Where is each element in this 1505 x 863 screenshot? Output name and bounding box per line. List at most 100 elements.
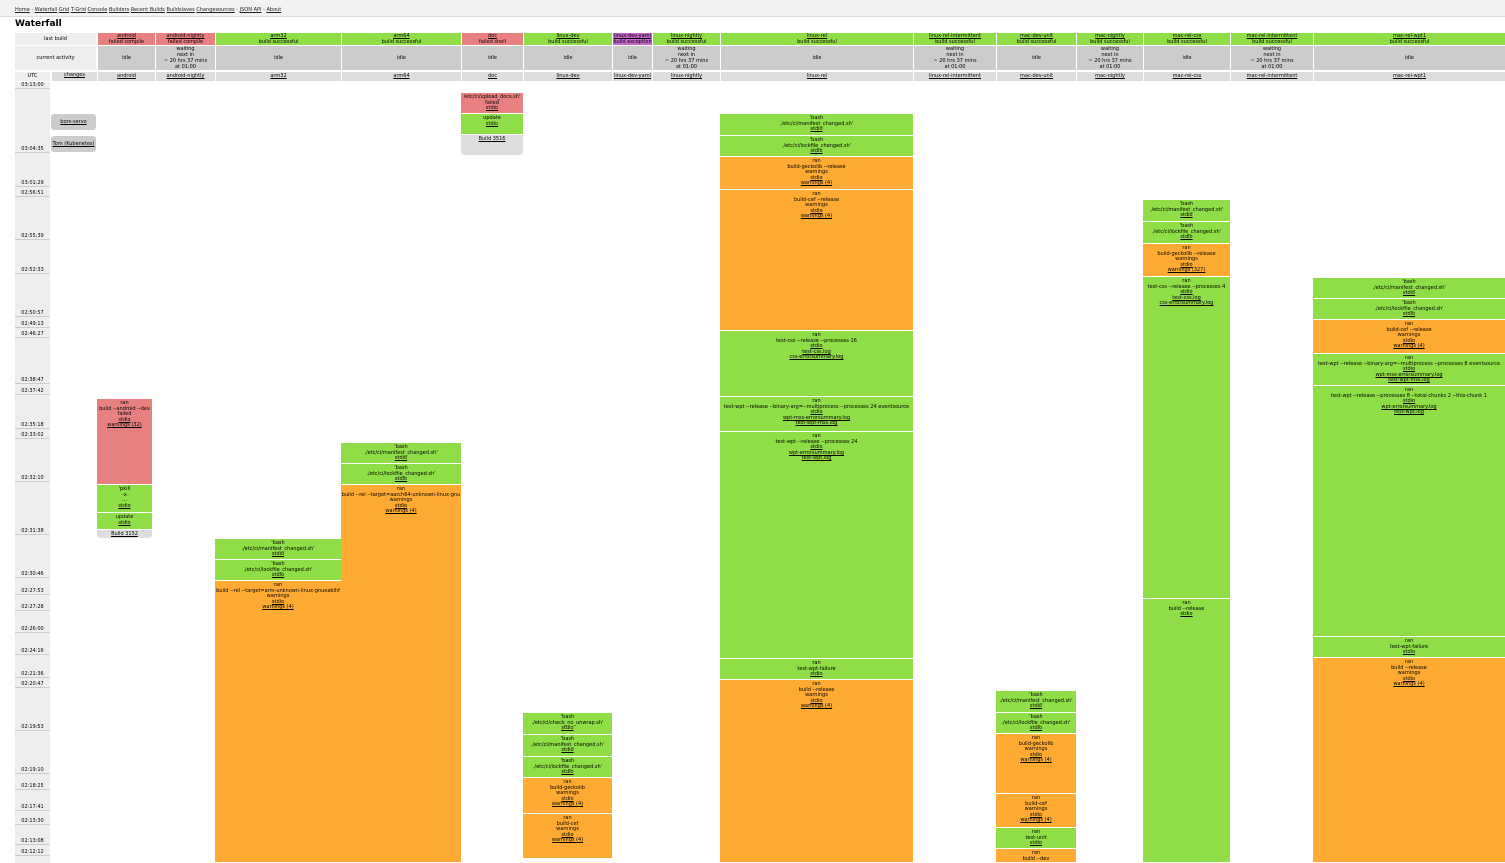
- builder-name-linux-nightly[interactable]: linux-nightly: [652, 72, 720, 81]
- builder-link-arm64[interactable]: arm64: [393, 33, 410, 39]
- last-build-linux-rel-intermittent[interactable]: linux-rel-intermittent build successful: [913, 33, 996, 45]
- last-build-mac-rel-wpt1[interactable]: mac-rel-wpt1 build successful: [1313, 33, 1505, 45]
- log-link[interactable]: warnings (327): [1167, 267, 1206, 274]
- log-link[interactable]: stdio: [118, 519, 131, 526]
- log-link[interactable]: stdio: [485, 105, 499, 112]
- log-link[interactable]: warnings (4): [1393, 681, 1425, 688]
- log-link[interactable]: warnings (4): [385, 508, 417, 515]
- builder-link-mac-rel-wpt1[interactable]: mac-rel-wpt1: [1392, 33, 1427, 39]
- last-build-linux-rel[interactable]: linux-rel build successful: [720, 33, 913, 45]
- log-link[interactable]: stdio: [394, 455, 408, 462]
- builder-link-linux-dev-yaml[interactable]: linux-dev-yaml: [614, 33, 651, 39]
- last-build-mac-dev-unit[interactable]: mac-dev-unit build successful: [996, 33, 1076, 45]
- log-link[interactable]: stdio: [810, 444, 823, 451]
- builder-name-link[interactable]: linux-rel: [806, 73, 828, 79]
- last-build-android[interactable]: android failed compile: [97, 33, 155, 45]
- builder-name-arm64[interactable]: arm64: [341, 72, 461, 81]
- log-link[interactable]: stdio: [810, 343, 823, 350]
- builder-name-linux-rel[interactable]: linux-rel: [720, 72, 913, 81]
- log-link[interactable]: stdio: [810, 174, 823, 181]
- nav-link-console[interactable]: Console: [87, 7, 108, 13]
- builder-link-linux-rel[interactable]: linux-rel: [806, 33, 828, 39]
- log-link[interactable]: stdio: [1180, 289, 1193, 296]
- builder-name-doc[interactable]: doc: [461, 72, 523, 81]
- log-link[interactable]: stdio: [271, 551, 285, 558]
- builder-link-linux-dev[interactable]: linux-dev: [556, 33, 580, 39]
- log-link[interactable]: warnings (4): [262, 604, 294, 611]
- builder-name-mac-rel-wpt1[interactable]: mac-rel-wpt1: [1313, 72, 1505, 81]
- changes-link[interactable]: changes: [63, 72, 85, 78]
- builder-name-link[interactable]: mac-rel-wpt1: [1392, 73, 1427, 79]
- log-link[interactable]: warnings (4): [800, 180, 833, 187]
- build-number-link[interactable]: Build 3516: [478, 136, 506, 142]
- nav-link-about[interactable]: About: [266, 7, 282, 13]
- last-build-linux-nightly[interactable]: linux-nightly build successful: [652, 33, 720, 45]
- log-link[interactable]: warnings (4): [1020, 757, 1052, 764]
- builder-name-linux-dev-yaml[interactable]: linux-dev-yaml: [612, 72, 652, 81]
- log-link[interactable]: stdio: [810, 697, 823, 704]
- log-link[interactable]: stdio: [561, 795, 574, 802]
- log-link[interactable]: warnings (4): [800, 213, 833, 220]
- log-link[interactable]: stdio: [1402, 290, 1416, 297]
- builder-link-linux-rel-intermittent[interactable]: linux-rel-intermittent: [928, 33, 982, 39]
- log-link[interactable]: test-wpt-mss.log: [1388, 377, 1430, 384]
- builder-name-android[interactable]: android: [97, 72, 155, 81]
- nav-link-recent-builds[interactable]: Recent Builds: [130, 7, 165, 13]
- nav-link-waterfall[interactable]: Waterfall: [34, 7, 58, 13]
- log-link[interactable]: stdio: [561, 747, 574, 754]
- nav-link-builders[interactable]: Builders: [108, 7, 130, 13]
- log-link[interactable]: stdio: [271, 598, 285, 605]
- log-link[interactable]: stdio: [118, 502, 131, 509]
- log-link[interactable]: stdio: [1029, 725, 1043, 732]
- nav-link-buildslaves[interactable]: Buildslaves: [166, 7, 195, 13]
- builder-name-link[interactable]: doc: [488, 73, 497, 79]
- log-link[interactable]: wpt-mss-errorsummary.log: [782, 414, 851, 421]
- log-link[interactable]: stdio: [1029, 703, 1043, 710]
- builder-name-link[interactable]: mac-rel-css: [1172, 73, 1202, 79]
- log-link[interactable]: stdio: [810, 671, 823, 678]
- log-link[interactable]: css-errorsummary.log: [789, 354, 844, 361]
- nav-link-changesources[interactable]: Changesources: [196, 7, 235, 13]
- log-link[interactable]: wpt-errorsummary.log: [788, 449, 845, 456]
- builder-name-link[interactable]: mac-dev-unit: [1019, 73, 1054, 79]
- builder-name-link[interactable]: linux-dev-yaml: [614, 73, 651, 79]
- log-link[interactable]: stdio: [1402, 311, 1416, 318]
- builder-link-arm32[interactable]: arm32: [270, 33, 287, 39]
- log-link[interactable]: test-wpt.log: [1394, 409, 1424, 416]
- log-link[interactable]: stdio: [1180, 261, 1193, 268]
- log-link[interactable]: stdio: [394, 476, 408, 483]
- last-build-doc[interactable]: doc failed shell: [461, 33, 523, 45]
- log-link[interactable]: stdio: [1180, 611, 1193, 618]
- nav-link-home[interactable]: Home: [15, 7, 30, 13]
- log-link[interactable]: stdio: [810, 207, 823, 214]
- log-link[interactable]: stdio: [1180, 234, 1193, 241]
- last-build-linux-dev[interactable]: linux-dev build successful: [523, 33, 612, 45]
- last-build-arm32[interactable]: arm32 build successful: [215, 33, 341, 45]
- builder-name-link[interactable]: android-nightly: [166, 73, 205, 79]
- log-link[interactable]: stdio: [1029, 840, 1043, 847]
- log-link[interactable]: stdio: [561, 769, 574, 776]
- builder-name-mac-dev-unit[interactable]: mac-dev-unit: [996, 72, 1076, 81]
- change-link[interactable]: bors-servo: [60, 119, 87, 125]
- log-link[interactable]: stdio: [1180, 212, 1193, 219]
- log-link[interactable]: stdio: [118, 416, 131, 423]
- change-item[interactable]: bors-servo: [51, 114, 96, 130]
- builder-name-mac-rel-css[interactable]: mac-rel-css: [1143, 72, 1230, 81]
- change-link[interactable]: Tom (Kubenetes): [52, 141, 95, 147]
- log-link[interactable]: warnings (4): [1020, 817, 1052, 824]
- log-link[interactable]: test-wpt.log: [801, 455, 832, 462]
- builder-name-link[interactable]: mac-nightly: [1095, 73, 1125, 79]
- log-link[interactable]: stdio: [810, 409, 823, 416]
- last-build-mac-nightly[interactable]: mac-nightly build successful: [1076, 33, 1143, 45]
- nav-link-json-api[interactable]: JSON API: [239, 7, 262, 13]
- log-link[interactable]: stdio: [1402, 675, 1416, 682]
- log-link[interactable]: stdio: [1402, 398, 1416, 405]
- builder-name-arm32[interactable]: arm32: [215, 72, 341, 81]
- log-link[interactable]: stdio: [1402, 366, 1416, 373]
- nav-link-t-grid[interactable]: T-Grid: [70, 7, 86, 13]
- log-link[interactable]: wpt-errorsummary.log: [1381, 403, 1437, 410]
- builder-link-android[interactable]: android: [117, 33, 136, 39]
- last-build-mac-rel-intermittent[interactable]: mac-rel-intermittent build successful: [1230, 33, 1313, 45]
- log-link[interactable]: stdio: [394, 502, 408, 509]
- log-link[interactable]: stdio: [810, 126, 823, 133]
